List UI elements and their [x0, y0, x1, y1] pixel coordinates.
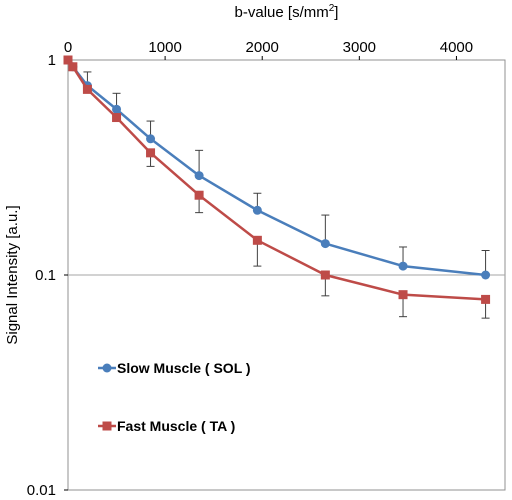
data-point [68, 62, 78, 72]
y-tick-label: 0.01 [27, 482, 56, 499]
legend-marker [102, 363, 112, 373]
data-point [481, 294, 491, 304]
data-point [82, 84, 92, 94]
data-point [194, 171, 204, 181]
data-point [146, 134, 156, 144]
x-tick-label: 0 [64, 39, 72, 56]
data-point [398, 261, 408, 271]
legend-label: Slow Muscle ( SOL ) [117, 360, 251, 376]
data-point [320, 239, 330, 249]
x-axis-title-text: b-value [s/mm [235, 4, 329, 21]
x-axis-title-end: ] [334, 4, 338, 21]
plot-area: 0 1000 2000 3000 4000 1 0.1 0.01 Slow Muscle ( S… [27, 39, 506, 499]
legend-label: Fast Muscle ( TA ) [117, 418, 235, 434]
data-point [194, 190, 204, 200]
data-point [252, 205, 262, 215]
data-point [320, 270, 330, 280]
x-tick-label: 1000 [148, 39, 181, 56]
data-point [146, 148, 156, 158]
x-axis-title: b-value [s/mm2] [235, 3, 339, 21]
y-axis-title: Signal Intensity [a.u.] [4, 205, 21, 344]
data-point [63, 55, 73, 65]
legend-marker [102, 421, 112, 431]
x-axis-title-superscript: 2 [329, 3, 335, 14]
series-line [66, 59, 486, 301]
data-point [398, 290, 408, 300]
series-1 [63, 55, 491, 280]
x-tick-label: 4000 [440, 39, 473, 56]
legend: Slow Muscle ( SOL ) Fast Muscle ( TA ) [98, 360, 251, 434]
x-tick-label: 3000 [343, 39, 376, 56]
data-point [112, 104, 122, 114]
y-tick-label: 0.1 [35, 267, 56, 284]
series-line [66, 59, 486, 277]
data-point [481, 270, 491, 280]
data-point [252, 235, 262, 245]
y-tick-label: 1 [48, 52, 56, 69]
x-tick-label: 2000 [246, 39, 279, 56]
series-2 [63, 55, 491, 319]
data-point [112, 113, 122, 123]
